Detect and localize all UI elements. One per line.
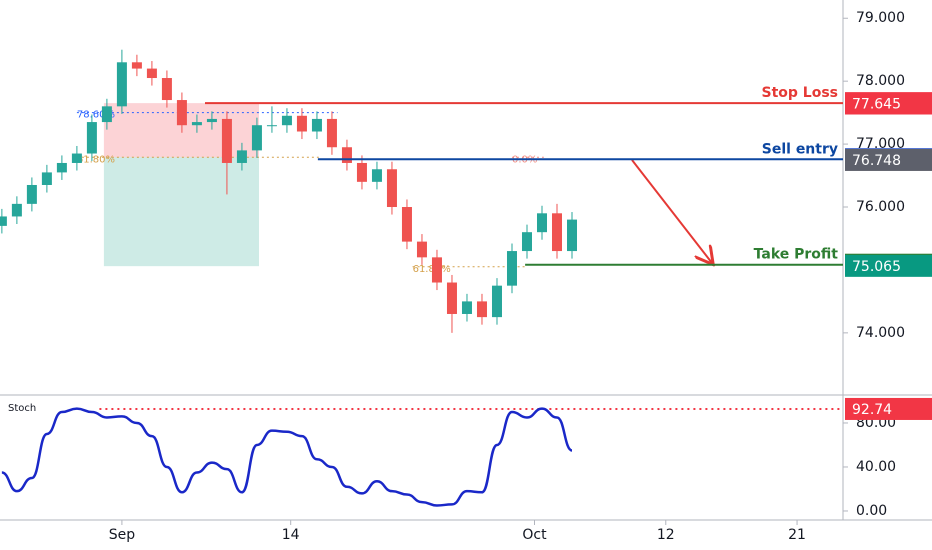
x-tick-label: Sep [109,527,136,543]
candle-body [251,125,262,151]
candle-body [116,62,127,107]
candle-body [131,62,142,69]
candle-body [491,285,502,318]
candle-body [191,122,202,126]
y-tick-label: 74.000 [856,325,905,341]
candle-body [281,115,292,126]
x-tick-label: Oct [522,527,547,543]
x-tick-label: 12 [657,527,675,543]
level-label: Take Profit [754,247,839,263]
candle-body [266,125,277,127]
candle-body [101,106,112,123]
price-flag-label: 77.645 [852,97,901,113]
candle-body [206,118,217,123]
arrow [631,159,712,263]
candle-body [521,232,532,252]
y-tick-label: 79.000 [856,10,905,26]
candle-body [341,147,352,163]
candle-body [431,257,442,283]
candle-body [446,282,457,314]
y-tick-label: 0.00 [856,503,887,519]
candle-body [506,251,517,286]
candle-body [11,203,22,217]
price-flag [845,148,932,171]
fib-label: 61.80% [77,154,115,165]
candle-body [326,118,337,148]
level-label: Sell entry [762,141,838,157]
candle-body [146,68,157,79]
stoch-line [1,407,573,507]
price-flag [845,254,932,277]
y-tick-label: 78.000 [856,73,905,89]
candle-body [86,122,97,154]
candle-body [567,219,578,252]
x-tick-label: 21 [788,527,806,543]
price-flag-label: 75.065 [852,259,901,275]
candle-body [41,172,52,185]
candle-body [236,150,247,163]
price-flag-label: 92.74 [852,402,892,418]
candle-body [71,153,82,163]
candle-body [56,162,67,173]
fib-label: 78.60% [77,110,115,121]
price-flag-label: 76.748 [852,153,901,169]
candle-body [386,169,397,208]
candle-body [371,169,382,182]
candle-body [26,184,37,204]
reward-box [103,157,259,267]
candle-body [161,78,172,101]
candle-body [221,118,232,163]
candle-body [311,118,322,132]
candle-body [461,301,472,314]
price-flag [845,92,932,115]
fib-label: 61.80% [413,264,451,275]
price-flag [845,397,932,420]
candle-body [176,100,187,126]
candle-body [536,213,547,233]
candle-body [0,216,7,226]
x-tick-label: 14 [282,527,300,543]
candle-body [476,301,487,318]
candle-body [401,207,412,242]
y-tick-label: 77.000 [856,136,905,152]
y-tick-label: 76.000 [856,199,905,215]
candle-body [416,241,427,258]
candle-body [356,162,367,182]
candle-body [551,213,562,252]
y-tick-label: 40.00 [856,459,896,475]
candle-body [296,115,307,132]
level-label: Stop Loss [762,85,839,101]
pane-title: Stoch [8,403,36,414]
